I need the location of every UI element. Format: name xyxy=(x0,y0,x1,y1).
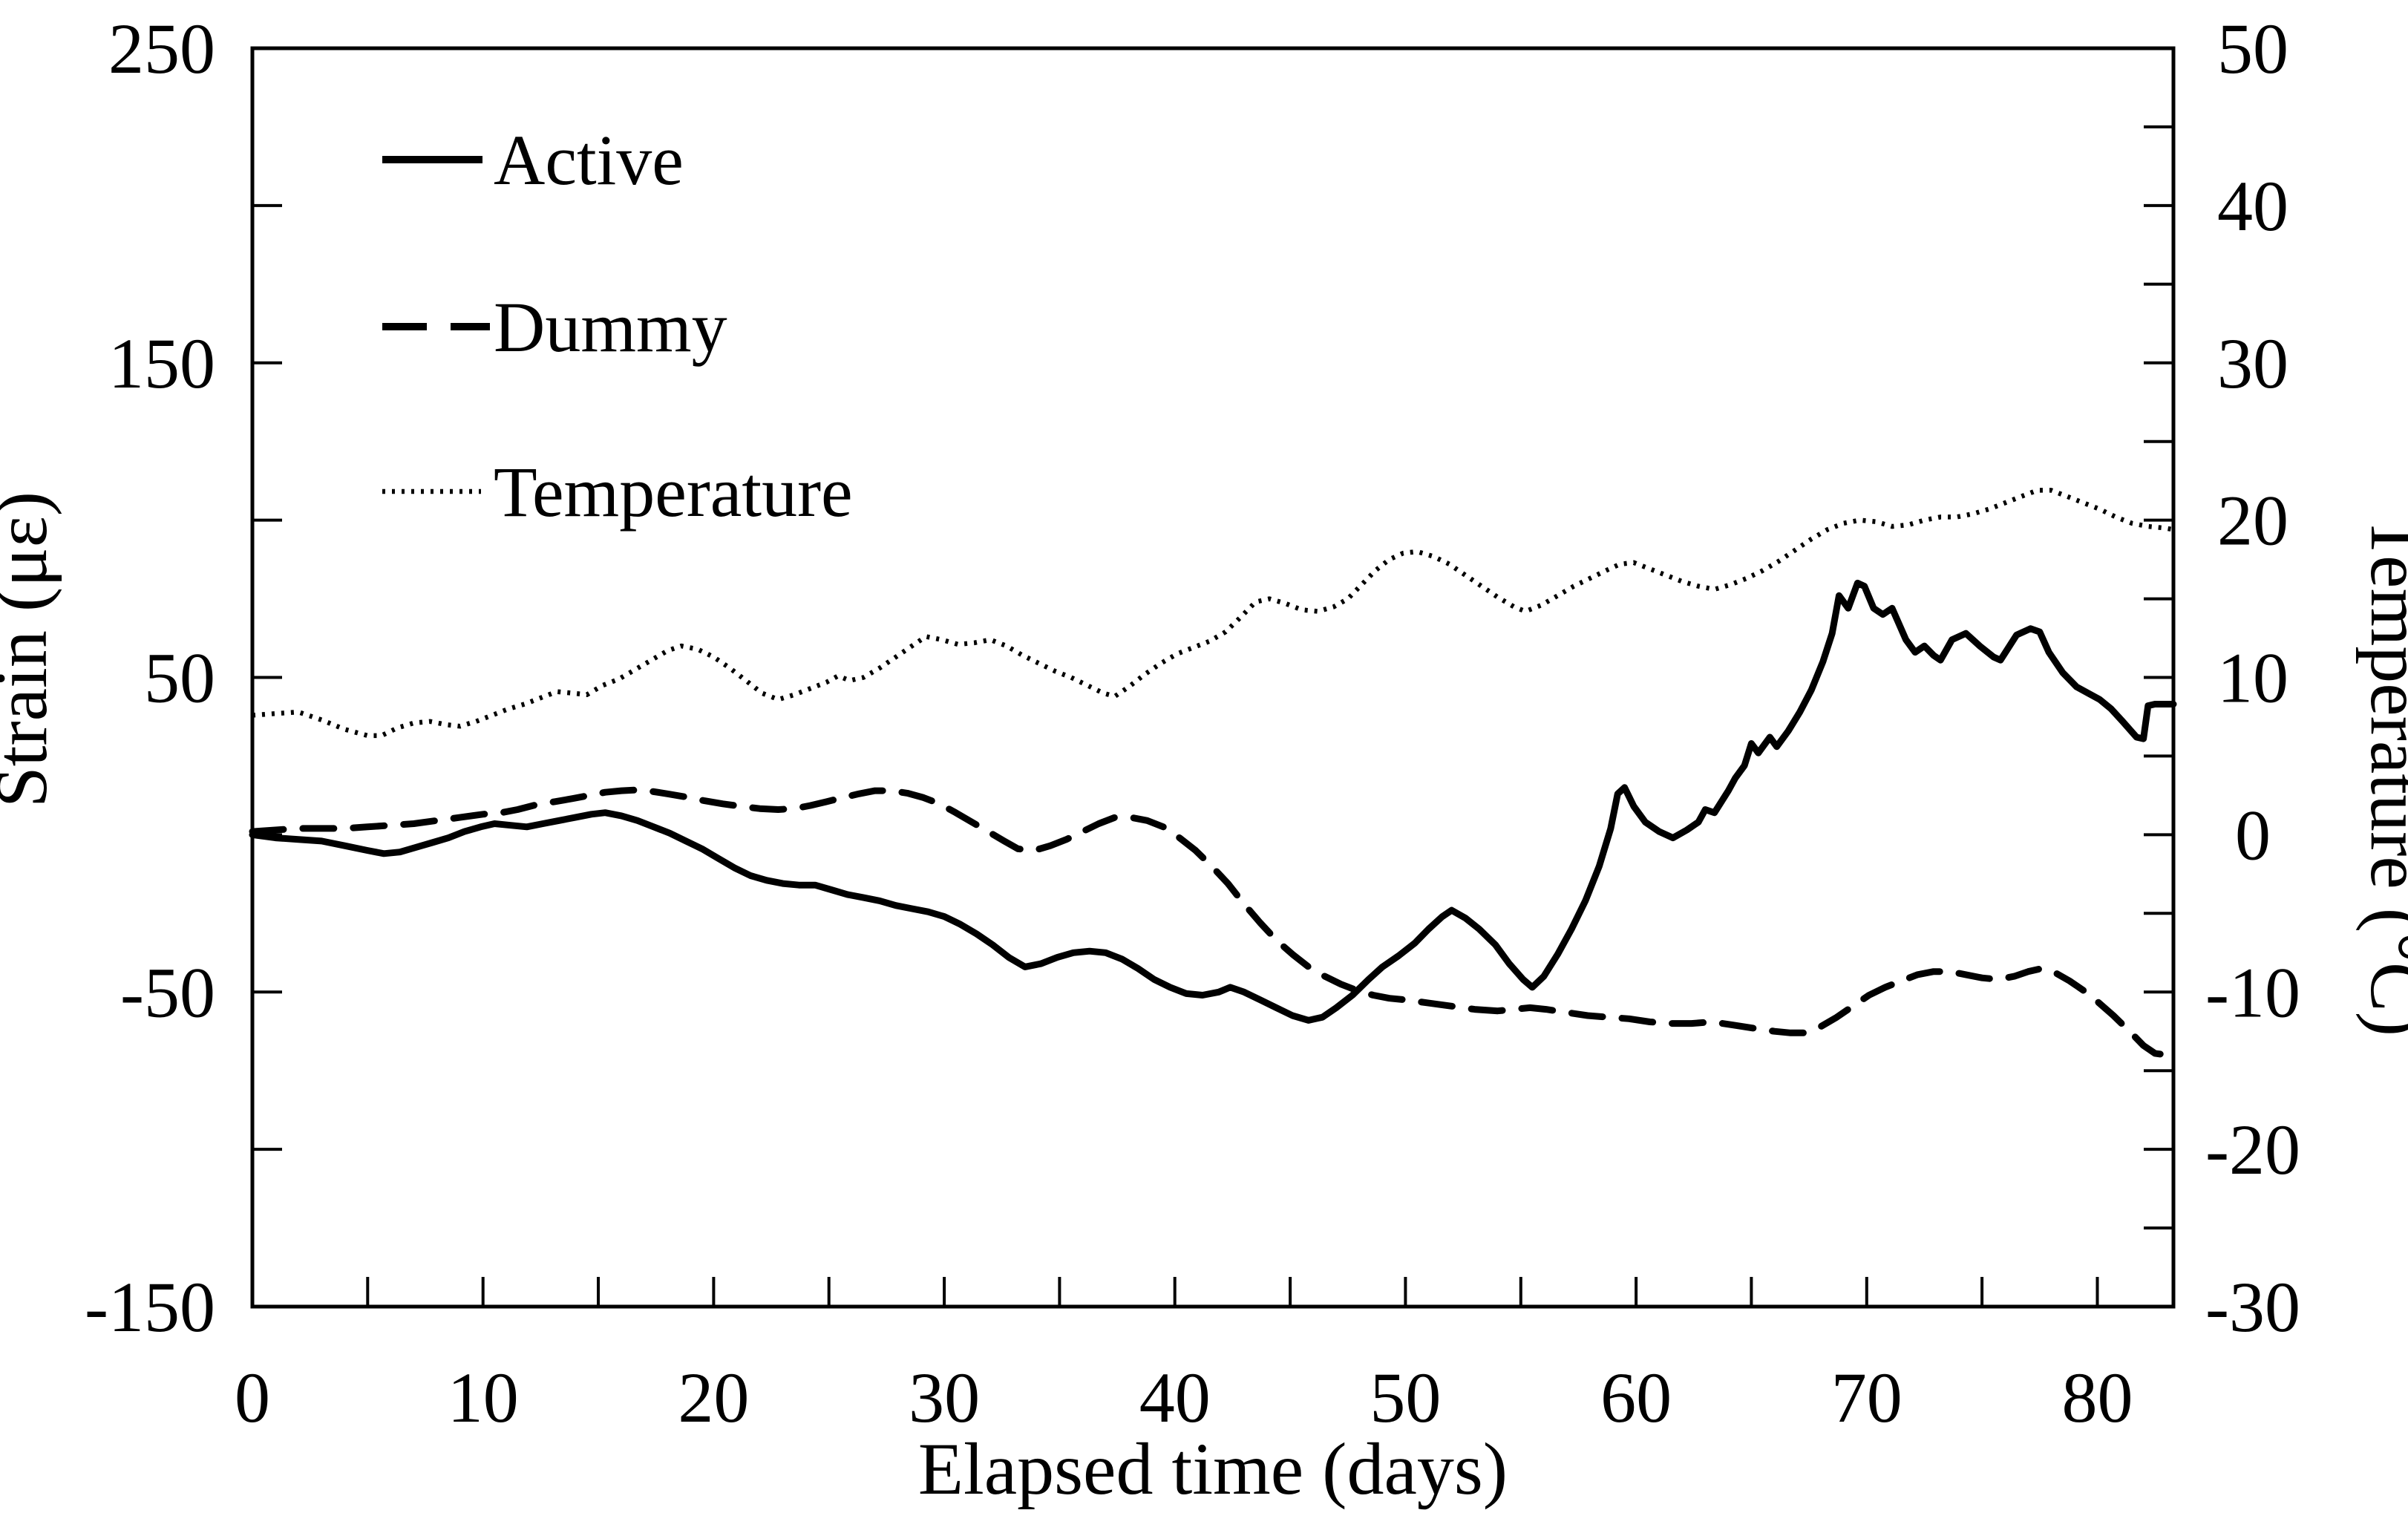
active-series-line xyxy=(249,579,2177,1024)
tick-label: 20 xyxy=(2217,481,2288,561)
dummy-series-line xyxy=(249,786,2177,1059)
tick-label: -50 xyxy=(120,952,215,1032)
legend-label-dummy: Dummy xyxy=(494,287,727,367)
x-axis-tick-labels: 0 10 20 30 40 50 60 70 80 xyxy=(235,1358,2133,1437)
y-right-axis-tick-labels: 50 40 30 20 10 0 -10 -20 -30 xyxy=(2205,9,2300,1347)
y-right-axis-ticks xyxy=(2144,125,2173,1230)
y-left-axis-tick-labels: 250 150 50 -50 -150 xyxy=(85,9,215,1347)
tick-label: -10 xyxy=(2205,952,2300,1032)
tick-label: 70 xyxy=(1831,1358,1902,1437)
tick-label: 50 xyxy=(2217,9,2288,88)
tick-label: 250 xyxy=(108,9,215,88)
y-right-axis-title: Temperature (°C) xyxy=(2355,515,2408,1036)
plot-border xyxy=(250,46,2176,1309)
legend-item-temperature: Temperature xyxy=(382,452,853,532)
tick-label: 0 xyxy=(235,1358,270,1437)
legend-item-dummy: Dummy xyxy=(382,287,727,367)
legend-label-active: Active xyxy=(494,120,684,200)
tick-label: 40 xyxy=(1139,1358,1211,1437)
x-axis-title: Elapsed time (days) xyxy=(918,1428,1508,1510)
tick-label: 80 xyxy=(2062,1358,2133,1437)
tick-label: 30 xyxy=(2217,324,2288,403)
tick-label: 20 xyxy=(678,1358,749,1437)
y-left-axis-title: Strain (με) xyxy=(0,491,62,808)
tick-label: 0 xyxy=(2235,795,2271,875)
tick-label: 150 xyxy=(108,324,215,403)
x-axis-ticks xyxy=(366,1277,2099,1307)
tick-label: 40 xyxy=(2217,166,2288,246)
tick-label: 10 xyxy=(448,1358,519,1437)
tick-label: 50 xyxy=(1370,1358,1441,1437)
tick-label: 50 xyxy=(144,638,215,718)
temperature-series-line xyxy=(252,488,2174,739)
tick-label: -20 xyxy=(2205,1110,2300,1189)
tick-label: 10 xyxy=(2217,638,2288,718)
y-left-axis-ticks xyxy=(252,203,282,1151)
legend: Active Dummy Temperature xyxy=(382,120,853,532)
tick-label: 30 xyxy=(909,1358,980,1437)
legend-item-active: Active xyxy=(382,120,684,200)
tick-label: -150 xyxy=(85,1267,215,1347)
legend-label-temperature: Temperature xyxy=(494,452,853,532)
tick-label: -30 xyxy=(2205,1267,2300,1347)
tick-label: 60 xyxy=(1600,1358,1672,1437)
